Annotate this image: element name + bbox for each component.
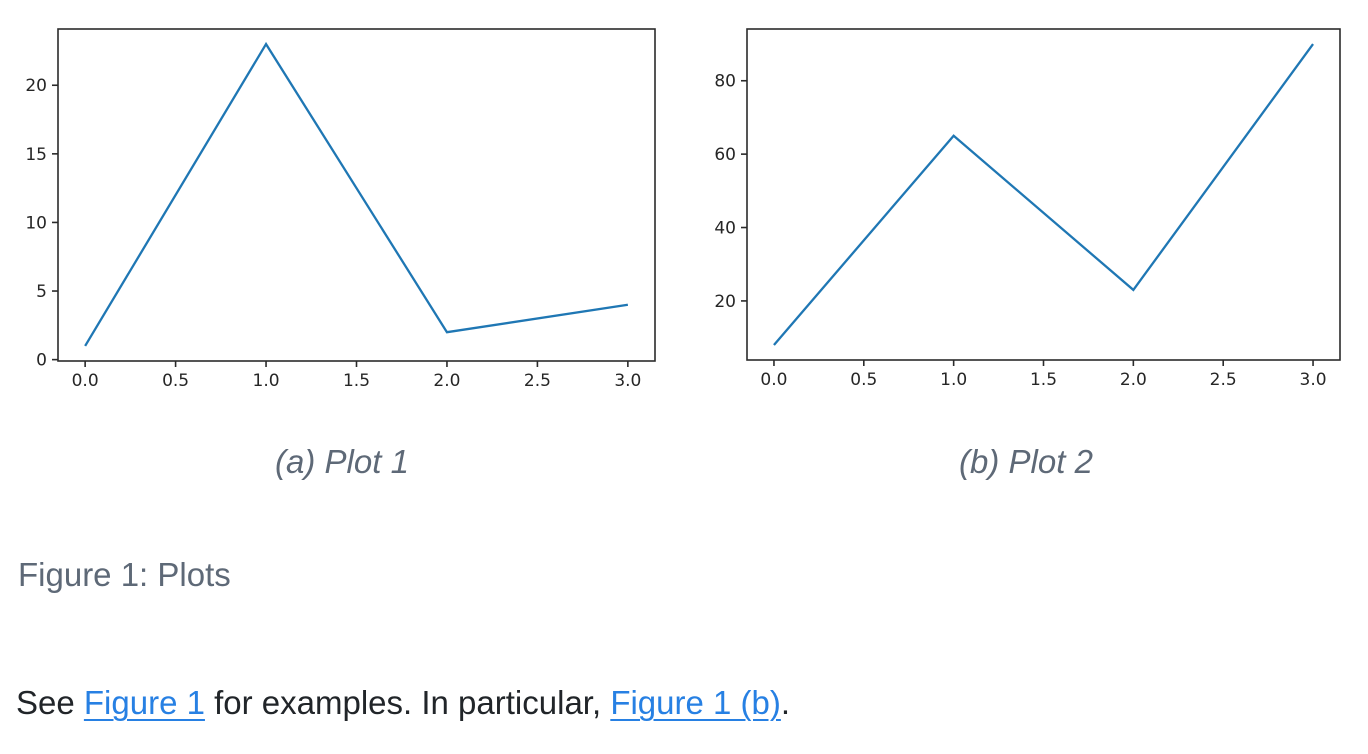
figure-reference-link[interactable]: Figure 1 (b)	[610, 684, 781, 721]
y-tick-label: 15	[25, 145, 47, 165]
plot-1-chart: 0.0 0.5 1.0 1.5 2.0 2.5 3.0 0 5 10 15 20	[25, 28, 656, 391]
y-tick-label: 80	[714, 72, 736, 92]
x-tick-label: 3.0	[614, 371, 641, 391]
y-tick-label: 20	[25, 76, 47, 96]
y-tick-label: 0	[36, 351, 47, 371]
y-tick-label: 20	[714, 292, 736, 312]
y-tick-label: 10	[25, 213, 47, 233]
x-tick-label: 0.5	[162, 371, 189, 391]
data-line-series	[84, 41, 629, 347]
x-tick-label: 2.0	[433, 371, 460, 391]
axes-frame	[746, 28, 1341, 361]
x-tick-label: 2.5	[1210, 370, 1237, 390]
y-tick-label: 60	[714, 145, 736, 165]
data-line-series	[773, 43, 1314, 346]
paragraph-text: for examples. In particular,	[204, 684, 611, 721]
body-paragraph: See Figure 1 for examples. In particular…	[16, 681, 790, 725]
axes-frame	[57, 28, 656, 362]
x-tick-label: 0.0	[760, 370, 787, 390]
x-tick-label: 3.0	[1300, 370, 1327, 390]
subfigure-b-caption: (b) Plot 2	[959, 443, 1093, 480]
figure-reference-link[interactable]: Figure 1	[83, 684, 205, 721]
x-tick-label: 1.5	[343, 371, 370, 391]
x-tick-label: 1.0	[940, 370, 967, 390]
x-tick-label: 2.0	[1120, 370, 1147, 390]
y-tick-label: 5	[36, 282, 47, 302]
x-tick-label: 1.5	[1030, 370, 1057, 390]
paragraph-text: See	[16, 684, 84, 721]
x-tick-label: 0.0	[72, 371, 99, 391]
figure-caption: Figure 1: Plots	[18, 556, 231, 593]
y-tick-label: 40	[714, 219, 736, 239]
x-tick-label: 2.5	[524, 371, 551, 391]
x-tick-label: 0.5	[850, 370, 877, 390]
paragraph-text: .	[780, 684, 791, 721]
subfigure-a-caption: (a) Plot 1	[275, 443, 409, 480]
plot-2-chart: 0.0 0.5 1.0 1.5 2.0 2.5 3.0 20 40 60 80	[714, 28, 1341, 390]
x-tick-label: 1.0	[253, 371, 280, 391]
